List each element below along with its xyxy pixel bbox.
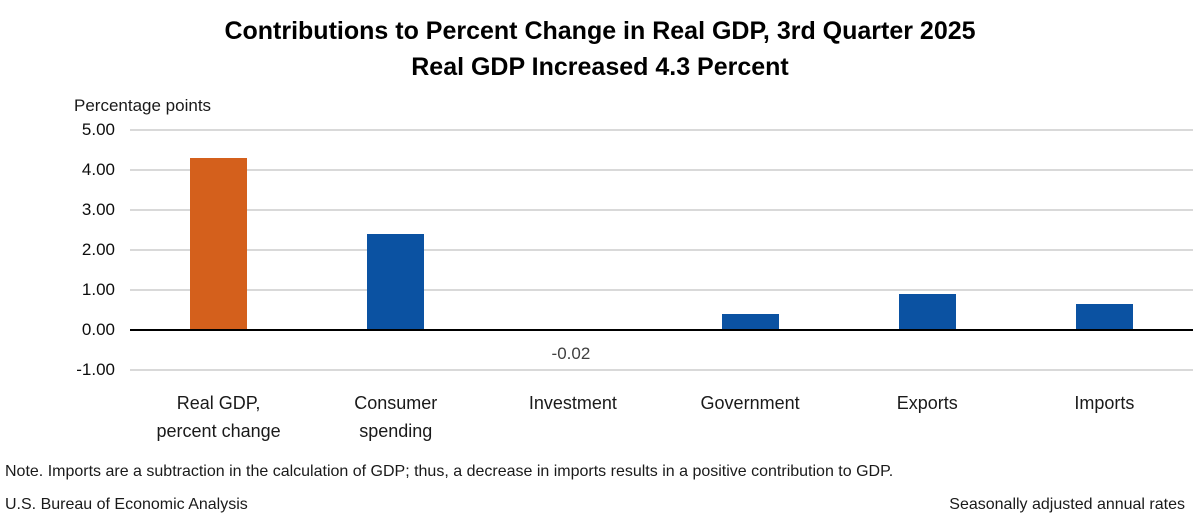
seasonal-adjustment-note: Seasonally adjusted annual rates: [949, 496, 1185, 513]
x-label-line: Government: [700, 393, 800, 413]
gridline-2.00: [130, 249, 1193, 251]
bar-government: [722, 314, 779, 330]
source-attribution: U.S. Bureau of Economic Analysis: [5, 496, 248, 513]
y-tick-label-2.00: 2.00: [81, 240, 115, 259]
x-label-exports: Exports: [837, 389, 1017, 417]
x-label-line: percent change: [156, 421, 281, 441]
bar-exports: [899, 294, 956, 330]
chart-title-line1: Contributions to Percent Change in Real …: [224, 17, 976, 45]
x-label-imports: Imports: [1014, 389, 1194, 417]
data-label-investment: -0.02: [551, 344, 591, 363]
gridline-5.00: [130, 129, 1193, 131]
y-tick-label-0.00: 0.00: [81, 320, 115, 339]
footer-row: U.S. Bureau of Economic Analysis Seasona…: [5, 496, 1185, 514]
y-tick-label-5.00: 5.00: [81, 120, 115, 139]
x-label-line: Imports: [1074, 393, 1135, 413]
x-label-line: Consumer: [354, 393, 438, 413]
x-label-line: Real GDP,: [176, 393, 261, 413]
x-label-investment: Investment: [483, 389, 663, 417]
bar-imports: [1076, 304, 1133, 330]
gridline--1.00: [130, 369, 1193, 371]
x-label-real-gdp-percent-change: Real GDP, percent change: [129, 389, 309, 445]
y-axis-unit-label: Percentage points: [74, 96, 212, 115]
y-tick-label-1.00: 1.00: [81, 280, 115, 299]
bar-consumer-spending: [367, 234, 424, 330]
y-tick-label-4.00: 4.00: [81, 160, 115, 179]
footnote: Note. Imports are a subtraction in the c…: [5, 463, 894, 480]
x-label-consumer-spending: Consumer spending: [306, 389, 486, 445]
bar-real-gdp-percent-change: [190, 158, 247, 330]
gridline-1.00: [130, 289, 1193, 291]
chart-title: Contributions to Percent Change in Real …: [0, 13, 1200, 85]
x-label-government: Government: [660, 389, 840, 417]
gridline-3.00: [130, 209, 1193, 211]
y-tick-label--1.00: -1.00: [76, 360, 115, 379]
x-label-line: spending: [359, 421, 433, 441]
zero-axis-line: [130, 329, 1193, 331]
gridline-4.00: [130, 169, 1193, 171]
y-tick-label-3.00: 3.00: [81, 200, 115, 219]
chart-title-line2: Real GDP Increased 4.3 Percent: [411, 53, 789, 81]
x-label-line: Investment: [528, 393, 617, 413]
x-label-line: Exports: [896, 393, 958, 413]
